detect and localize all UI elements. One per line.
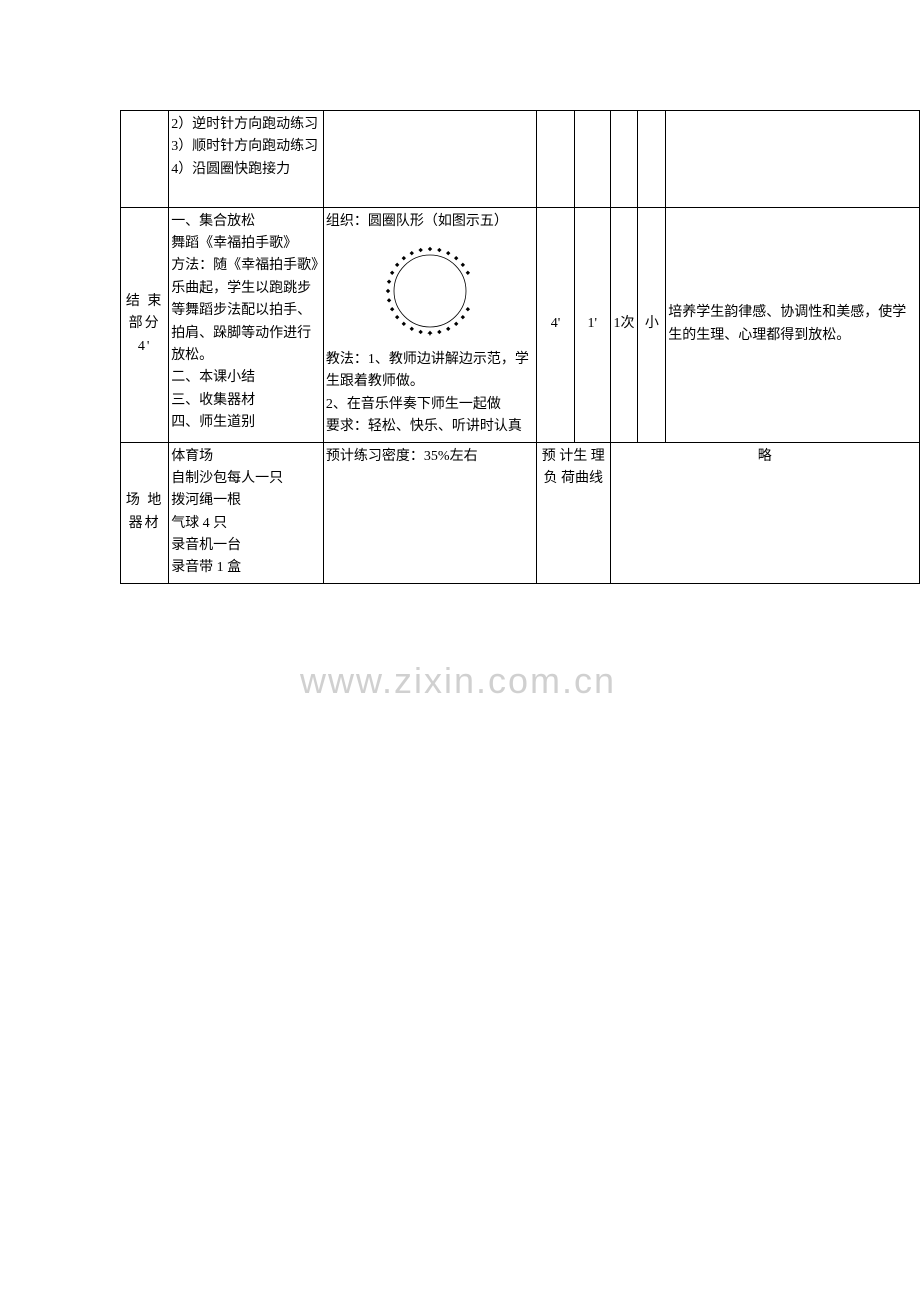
result-text: 培养学生韵律感、协调性和美感，使学生的生理、心理都得到放松。: [668, 305, 906, 342]
relaxation-content: 一、集合放松 舞蹈《幸福拍手歌》 方法：随《幸福拍手歌》乐曲起，学生以跑跳步等舞…: [171, 214, 318, 431]
table-row: 2）逆时针方向跑动练习 3）顺时针方向跑动练习 4）沿圆圈快跑接力: [121, 111, 920, 208]
content-cell: 体育场 自制沙包每人一只 拨河绳一根 气球 4 只 录音机一台 录音带 1 盒: [169, 442, 324, 583]
time2-cell: [575, 111, 611, 208]
table-row: 结 束部分 4' 一、集合放松 舞蹈《幸福拍手歌》 方法：随《幸福拍手歌》乐曲起…: [121, 207, 920, 442]
method-bottom-text: 教法：1、教师边讲解边示范，学生跟着教师做。 2、在音乐伴奏下师生一起做 要求：…: [326, 352, 529, 434]
section-cell: [121, 111, 169, 208]
table-row: 场 地器材 体育场 自制沙包每人一只 拨河绳一根 气球 4 只 录音机一台 录音…: [121, 442, 920, 583]
content-cell: 2）逆时针方向跑动练习 3）顺时针方向跑动练习 4）沿圆圈快跑接力: [169, 111, 324, 208]
times-cell: 1次: [610, 207, 638, 442]
svg-text:+: +: [427, 329, 433, 340]
exercise-content: 2）逆时针方向跑动练习 3）顺时针方向跑动练习 4）沿圆圈快跑接力: [171, 117, 318, 177]
content-cell: 一、集合放松 舞蹈《幸福拍手歌》 方法：随《幸福拍手歌》乐曲起，学生以跑跳步等舞…: [169, 207, 324, 442]
intensity-cell: [638, 111, 666, 208]
times-cell: [610, 111, 638, 208]
result-cell: [666, 111, 920, 208]
intensity-cell: 小: [638, 207, 666, 442]
intensity-value: 小: [645, 316, 659, 331]
method-cell: [323, 111, 536, 208]
method-top-text: 组织：圆圈队形（如图示五）: [326, 214, 508, 229]
section-label: 结 束部分 4': [126, 294, 164, 354]
curve-label: 预 计生 理负 荷曲线: [542, 449, 605, 486]
section-label: 场 地器材: [126, 493, 164, 530]
curve-label-cell: 预 计生 理负 荷曲线: [536, 442, 610, 583]
lesson-plan-table: 2）逆时针方向跑动练习 3）顺时针方向跑动练习 4）沿圆圈快跑接力 结 束部分 …: [120, 110, 920, 584]
curve-value: 略: [758, 449, 772, 464]
equipment-content: 体育场 自制沙包每人一只 拨河绳一根 气球 4 只 录音机一台 录音带 1 盒: [171, 449, 283, 576]
time2-value: 1': [588, 316, 598, 331]
time1-cell: [536, 111, 574, 208]
result-cell: 培养学生韵律感、协调性和美感，使学生的生理、心理都得到放松。: [666, 207, 920, 442]
time1-value: 4': [551, 316, 561, 331]
circle-svg: +: [380, 241, 480, 341]
method-cell: 组织：圆圈队形（如图示五） + 教法：1、教师边讲解边示范，学生跟着教师做。 2…: [323, 207, 536, 442]
section-cell: 结 束部分 4': [121, 207, 169, 442]
density-cell: 预计练习密度：35%左右: [323, 442, 536, 583]
circle-formation-diagram: +: [380, 241, 480, 341]
curve-value-cell: 略: [610, 442, 919, 583]
times-value: 1次: [613, 316, 634, 331]
time1-cell: 4': [536, 207, 574, 442]
density-text: 预计练习密度：35%左右: [326, 449, 478, 464]
time2-cell: 1': [575, 207, 611, 442]
section-cell: 场 地器材: [121, 442, 169, 583]
watermark-text: www.zixin.com.cn: [300, 660, 616, 702]
